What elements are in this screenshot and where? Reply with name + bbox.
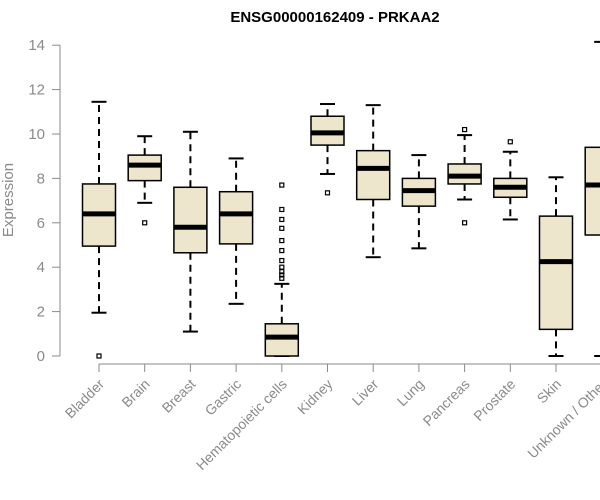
y-tick-label: 14 — [28, 37, 45, 54]
box — [218, 190, 254, 245]
outlier-point — [507, 139, 513, 145]
chart-title: ENSG00000162409 - PRKAA2 — [230, 9, 439, 26]
box-group — [310, 103, 345, 196]
box-group — [81, 100, 117, 359]
y-tick-label: 2 — [37, 304, 45, 321]
y-axis-label: Expression — [0, 163, 17, 237]
x-tick-label: Hematopoietic cells — [193, 376, 290, 473]
box-group — [584, 40, 600, 357]
y-axis: 0 2 4 6 8 10 12 14 — [28, 37, 61, 365]
box — [173, 186, 208, 254]
box-group — [264, 182, 300, 357]
x-tick-label: Pancreas — [420, 376, 473, 429]
x-tick-label: Bladder — [62, 376, 108, 422]
x-tick-label: Prostate — [470, 376, 518, 424]
box-group — [355, 104, 391, 259]
y-tick-label: 10 — [28, 126, 45, 143]
outlier-point — [279, 216, 285, 223]
x-tick-label: Liver — [349, 376, 382, 409]
y-tick-label: 12 — [28, 82, 45, 99]
x-tick-label: Skin — [534, 376, 565, 407]
box-group — [447, 126, 482, 226]
outlier-point — [324, 190, 331, 196]
x-tick-label: Breast — [159, 376, 199, 416]
outlier-point — [279, 264, 285, 270]
box-group — [493, 139, 528, 221]
outlier-point — [462, 220, 468, 226]
box — [264, 323, 300, 357]
outlier-point — [279, 247, 285, 254]
box — [584, 146, 600, 236]
outlier-point — [96, 353, 102, 359]
box-group — [127, 135, 162, 226]
box-group — [538, 176, 574, 357]
outlier-point — [279, 225, 285, 231]
y-tick-label: 6 — [37, 215, 45, 232]
outlier-point — [279, 206, 285, 213]
box-group — [218, 157, 254, 305]
x-tick-label: Kidney — [294, 376, 336, 418]
outlier-point — [279, 182, 285, 188]
box — [127, 154, 162, 182]
outlier-point — [279, 237, 285, 244]
x-tick-label: Gastric — [202, 376, 245, 419]
outlier-point — [279, 272, 285, 278]
y-tick-label: 0 — [37, 348, 45, 365]
box — [355, 149, 391, 201]
box — [538, 215, 574, 331]
box-group — [401, 154, 437, 250]
box-group — [173, 130, 208, 333]
y-tick-label: 8 — [37, 170, 45, 187]
outlier-point — [462, 126, 468, 133]
outlier-point — [279, 257, 285, 264]
plot-area — [81, 40, 600, 359]
y-tick-label: 4 — [37, 259, 45, 276]
outlier-point — [142, 220, 148, 226]
outlier-point — [279, 275, 285, 281]
x-tick-label: Lung — [394, 376, 427, 409]
x-tick-label: Brain — [118, 376, 152, 410]
